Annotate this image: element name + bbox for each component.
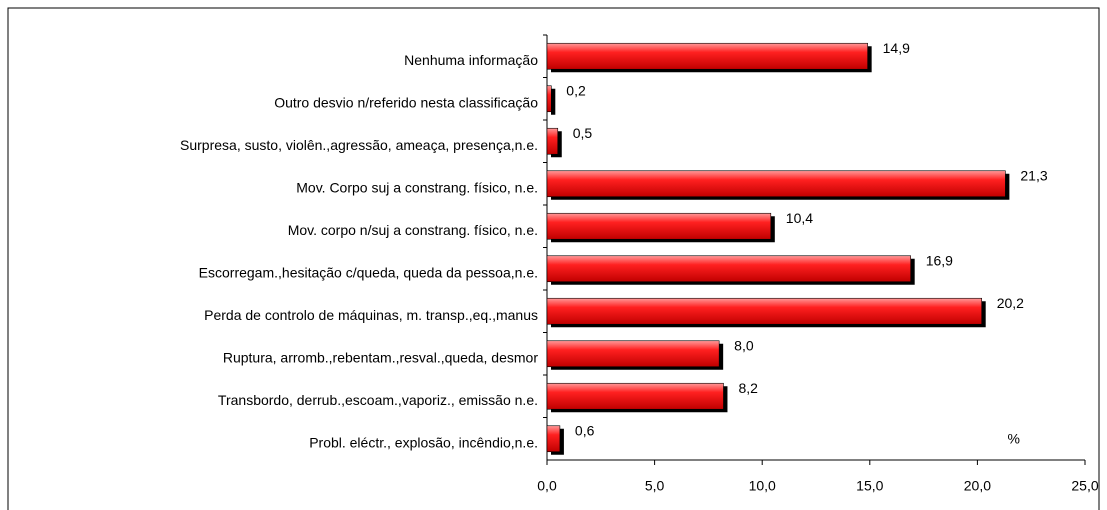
bar-shadow (551, 88, 556, 115)
x-tick-label: 20,0 (964, 478, 991, 494)
value-label: 0,6 (575, 422, 595, 438)
x-tick-label: 0,0 (537, 478, 557, 494)
y-tick-label: Ruptura, arromb.,rebentam.,resval.,queda… (223, 349, 538, 365)
bar (546, 212, 772, 240)
y-tick-label: Mov. corpo n/suj a constrang. físico, n.… (288, 222, 538, 238)
value-label: 10,4 (786, 210, 813, 226)
bar (546, 85, 552, 113)
frame (7, 7, 1100, 510)
bar (546, 255, 911, 283)
bar (546, 170, 1006, 198)
value-label: 0,2 (566, 82, 586, 98)
y-tick-label: Nenhuma informação (404, 52, 538, 68)
bar (546, 297, 983, 325)
y-tick-label: Transbordo, derrub.,escoam.,vaporiz., em… (218, 392, 538, 408)
value-label: 21,3 (1020, 167, 1047, 183)
bar (546, 127, 559, 155)
y-tick-label: Mov. Corpo suj a constrang. físico, n.e. (296, 179, 538, 195)
x-tick-label: 5,0 (645, 478, 665, 494)
value-label: 14,9 (883, 40, 910, 56)
bar (546, 425, 561, 453)
value-label: 8,2 (738, 380, 758, 396)
value-label: 0,5 (573, 125, 593, 141)
x-axis-label: % (1008, 431, 1020, 447)
y-tick-label: Probl. eléctr., explosão, incêndio,n.e. (309, 434, 538, 450)
y-tick-label: Surpresa, susto, violên.,agressão, ameaç… (180, 137, 538, 153)
bar (546, 382, 724, 410)
y-tick-label: Perda de controlo de máquinas, m. transp… (204, 307, 538, 323)
x-tick-label: 15,0 (856, 478, 883, 494)
x-tick-label: 10,0 (749, 478, 776, 494)
value-label: 8,0 (734, 337, 754, 353)
value-label: 16,9 (926, 252, 953, 268)
x-tick-label: 25,0 (1071, 478, 1098, 494)
bar (546, 42, 868, 70)
bar (546, 340, 720, 368)
value-label: 20,2 (997, 295, 1024, 311)
y-tick-label: Escorregam.,hesitação c/queda, queda da … (199, 264, 538, 280)
y-tick-label: Outro desvio n/referido nesta classifica… (274, 94, 538, 110)
